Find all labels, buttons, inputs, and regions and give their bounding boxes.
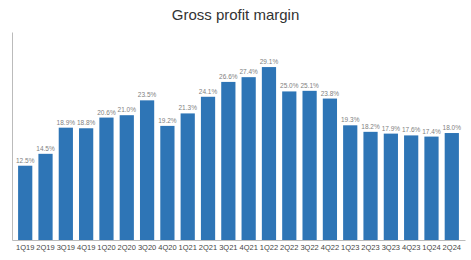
data-label: 19.3% bbox=[341, 116, 360, 123]
data-label: 21.3% bbox=[178, 104, 197, 111]
x-axis-line bbox=[13, 240, 466, 241]
data-label: 17.4% bbox=[422, 128, 441, 135]
x-tick: 2Q24 bbox=[443, 240, 461, 252]
data-label: 23.5% bbox=[138, 91, 157, 98]
x-tick-label: 4Q23 bbox=[402, 243, 420, 252]
x-tick: 2Q19 bbox=[36, 240, 54, 252]
data-label: 27.4% bbox=[239, 68, 258, 75]
x-tick: 2Q22 bbox=[280, 240, 298, 252]
x-tick: 2Q21 bbox=[199, 240, 217, 252]
x-tick-label: 4Q22 bbox=[321, 243, 339, 252]
x-tick-label: 3Q21 bbox=[219, 243, 237, 252]
x-tick-label: 4Q19 bbox=[77, 243, 95, 252]
x-tick-label: 2Q19 bbox=[36, 243, 54, 252]
data-label: 19.2% bbox=[158, 117, 177, 124]
x-tick-label: 3Q22 bbox=[300, 243, 318, 252]
y-axis-line bbox=[12, 33, 13, 241]
data-label: 18.2% bbox=[361, 123, 380, 130]
x-tick: 4Q20 bbox=[158, 240, 176, 252]
title: Gross profit margin bbox=[172, 6, 300, 23]
bar bbox=[363, 132, 377, 240]
x-tick-label: 2Q20 bbox=[118, 243, 136, 252]
x-tick: 3Q20 bbox=[138, 240, 156, 252]
x-tick-label: 2Q24 bbox=[443, 243, 461, 252]
x-tick: 1Q19 bbox=[16, 240, 34, 252]
data-label: 17.6% bbox=[402, 126, 421, 133]
x-tick-label: 3Q23 bbox=[382, 243, 400, 252]
x-tick: 2Q23 bbox=[361, 240, 379, 252]
bar bbox=[79, 128, 93, 240]
x-tick: 4Q19 bbox=[77, 240, 95, 252]
bar bbox=[242, 77, 256, 240]
bar bbox=[99, 118, 113, 240]
bar bbox=[262, 67, 276, 240]
x-tick-label: 2Q23 bbox=[361, 243, 379, 252]
bar bbox=[445, 133, 459, 240]
x-tick-label: 3Q19 bbox=[57, 243, 75, 252]
x-tick: 4Q23 bbox=[402, 240, 420, 252]
x-tick: 3Q22 bbox=[300, 240, 318, 252]
bar bbox=[282, 91, 296, 240]
x-tick-label: 4Q21 bbox=[239, 243, 257, 252]
x-axis: 1Q192Q193Q194Q191Q202Q203Q204Q201Q212Q21… bbox=[13, 240, 466, 252]
bar bbox=[323, 99, 337, 240]
x-tick: 1Q21 bbox=[179, 240, 197, 252]
data-label: 18.9% bbox=[57, 119, 76, 126]
x-tick: 3Q21 bbox=[219, 240, 237, 252]
bar bbox=[160, 126, 174, 240]
data-label: 18.0% bbox=[443, 124, 462, 131]
x-tick-label: 2Q21 bbox=[199, 243, 217, 252]
bar bbox=[302, 91, 316, 240]
bar bbox=[404, 135, 418, 240]
x-tick-label: 1Q23 bbox=[341, 243, 359, 252]
data-label: 12.5% bbox=[16, 157, 35, 164]
data-label: 25.1% bbox=[300, 82, 319, 89]
data-label: 14.5% bbox=[36, 145, 55, 152]
data-label: 24.1% bbox=[199, 88, 218, 95]
x-tick-label: 1Q20 bbox=[97, 243, 115, 252]
x-tick: 3Q19 bbox=[57, 240, 75, 252]
x-tick: 4Q21 bbox=[239, 240, 257, 252]
bar bbox=[181, 113, 195, 240]
x-tick: 1Q22 bbox=[260, 240, 278, 252]
bar bbox=[38, 154, 52, 240]
bars bbox=[18, 67, 459, 240]
data-label: 26.6% bbox=[219, 73, 238, 80]
bar bbox=[140, 100, 154, 240]
bar bbox=[120, 115, 134, 240]
bar bbox=[424, 137, 438, 240]
chart-container: Gross profit margin1Q192Q193Q194Q191Q202… bbox=[0, 0, 471, 260]
data-label: 20.6% bbox=[97, 109, 116, 116]
y-axis bbox=[12, 33, 13, 241]
data-label: 21.0% bbox=[118, 106, 137, 113]
bar bbox=[201, 97, 215, 240]
x-tick-label: 1Q24 bbox=[422, 243, 440, 252]
bar bbox=[343, 125, 357, 240]
bar bbox=[221, 82, 235, 240]
data-label: 23.8% bbox=[321, 90, 340, 97]
x-tick-label: 3Q20 bbox=[138, 243, 156, 252]
data-label: 18.8% bbox=[77, 119, 96, 126]
x-tick-label: 2Q22 bbox=[280, 243, 298, 252]
x-tick-label: 1Q22 bbox=[260, 243, 278, 252]
data-label: 25.0% bbox=[280, 82, 299, 89]
x-tick: 4Q22 bbox=[321, 240, 339, 252]
x-tick: 3Q23 bbox=[382, 240, 400, 252]
bar bbox=[384, 134, 398, 240]
x-tick: 2Q20 bbox=[118, 240, 136, 252]
x-tick: 1Q20 bbox=[97, 240, 115, 252]
data-labels: 12.5%14.5% 18.9%18.8%20.6%21.0% 23.5% 19.2%… bbox=[16, 58, 461, 164]
x-tick-label: 1Q19 bbox=[16, 243, 34, 252]
bar bbox=[18, 166, 32, 240]
plot-area: 1Q192Q193Q194Q191Q202Q203Q204Q201Q212Q21… bbox=[13, 33, 466, 253]
bar bbox=[59, 128, 73, 240]
x-tick-label: 4Q20 bbox=[158, 243, 176, 252]
x-tick: 1Q24 bbox=[422, 240, 440, 252]
data-label: 17.9% bbox=[382, 125, 401, 132]
x-tick: 1Q23 bbox=[341, 240, 359, 252]
chart-svg: Gross profit margin1Q192Q193Q194Q191Q202… bbox=[0, 0, 471, 260]
x-tick-label: 1Q21 bbox=[179, 243, 197, 252]
data-label: 29.1% bbox=[260, 58, 279, 65]
